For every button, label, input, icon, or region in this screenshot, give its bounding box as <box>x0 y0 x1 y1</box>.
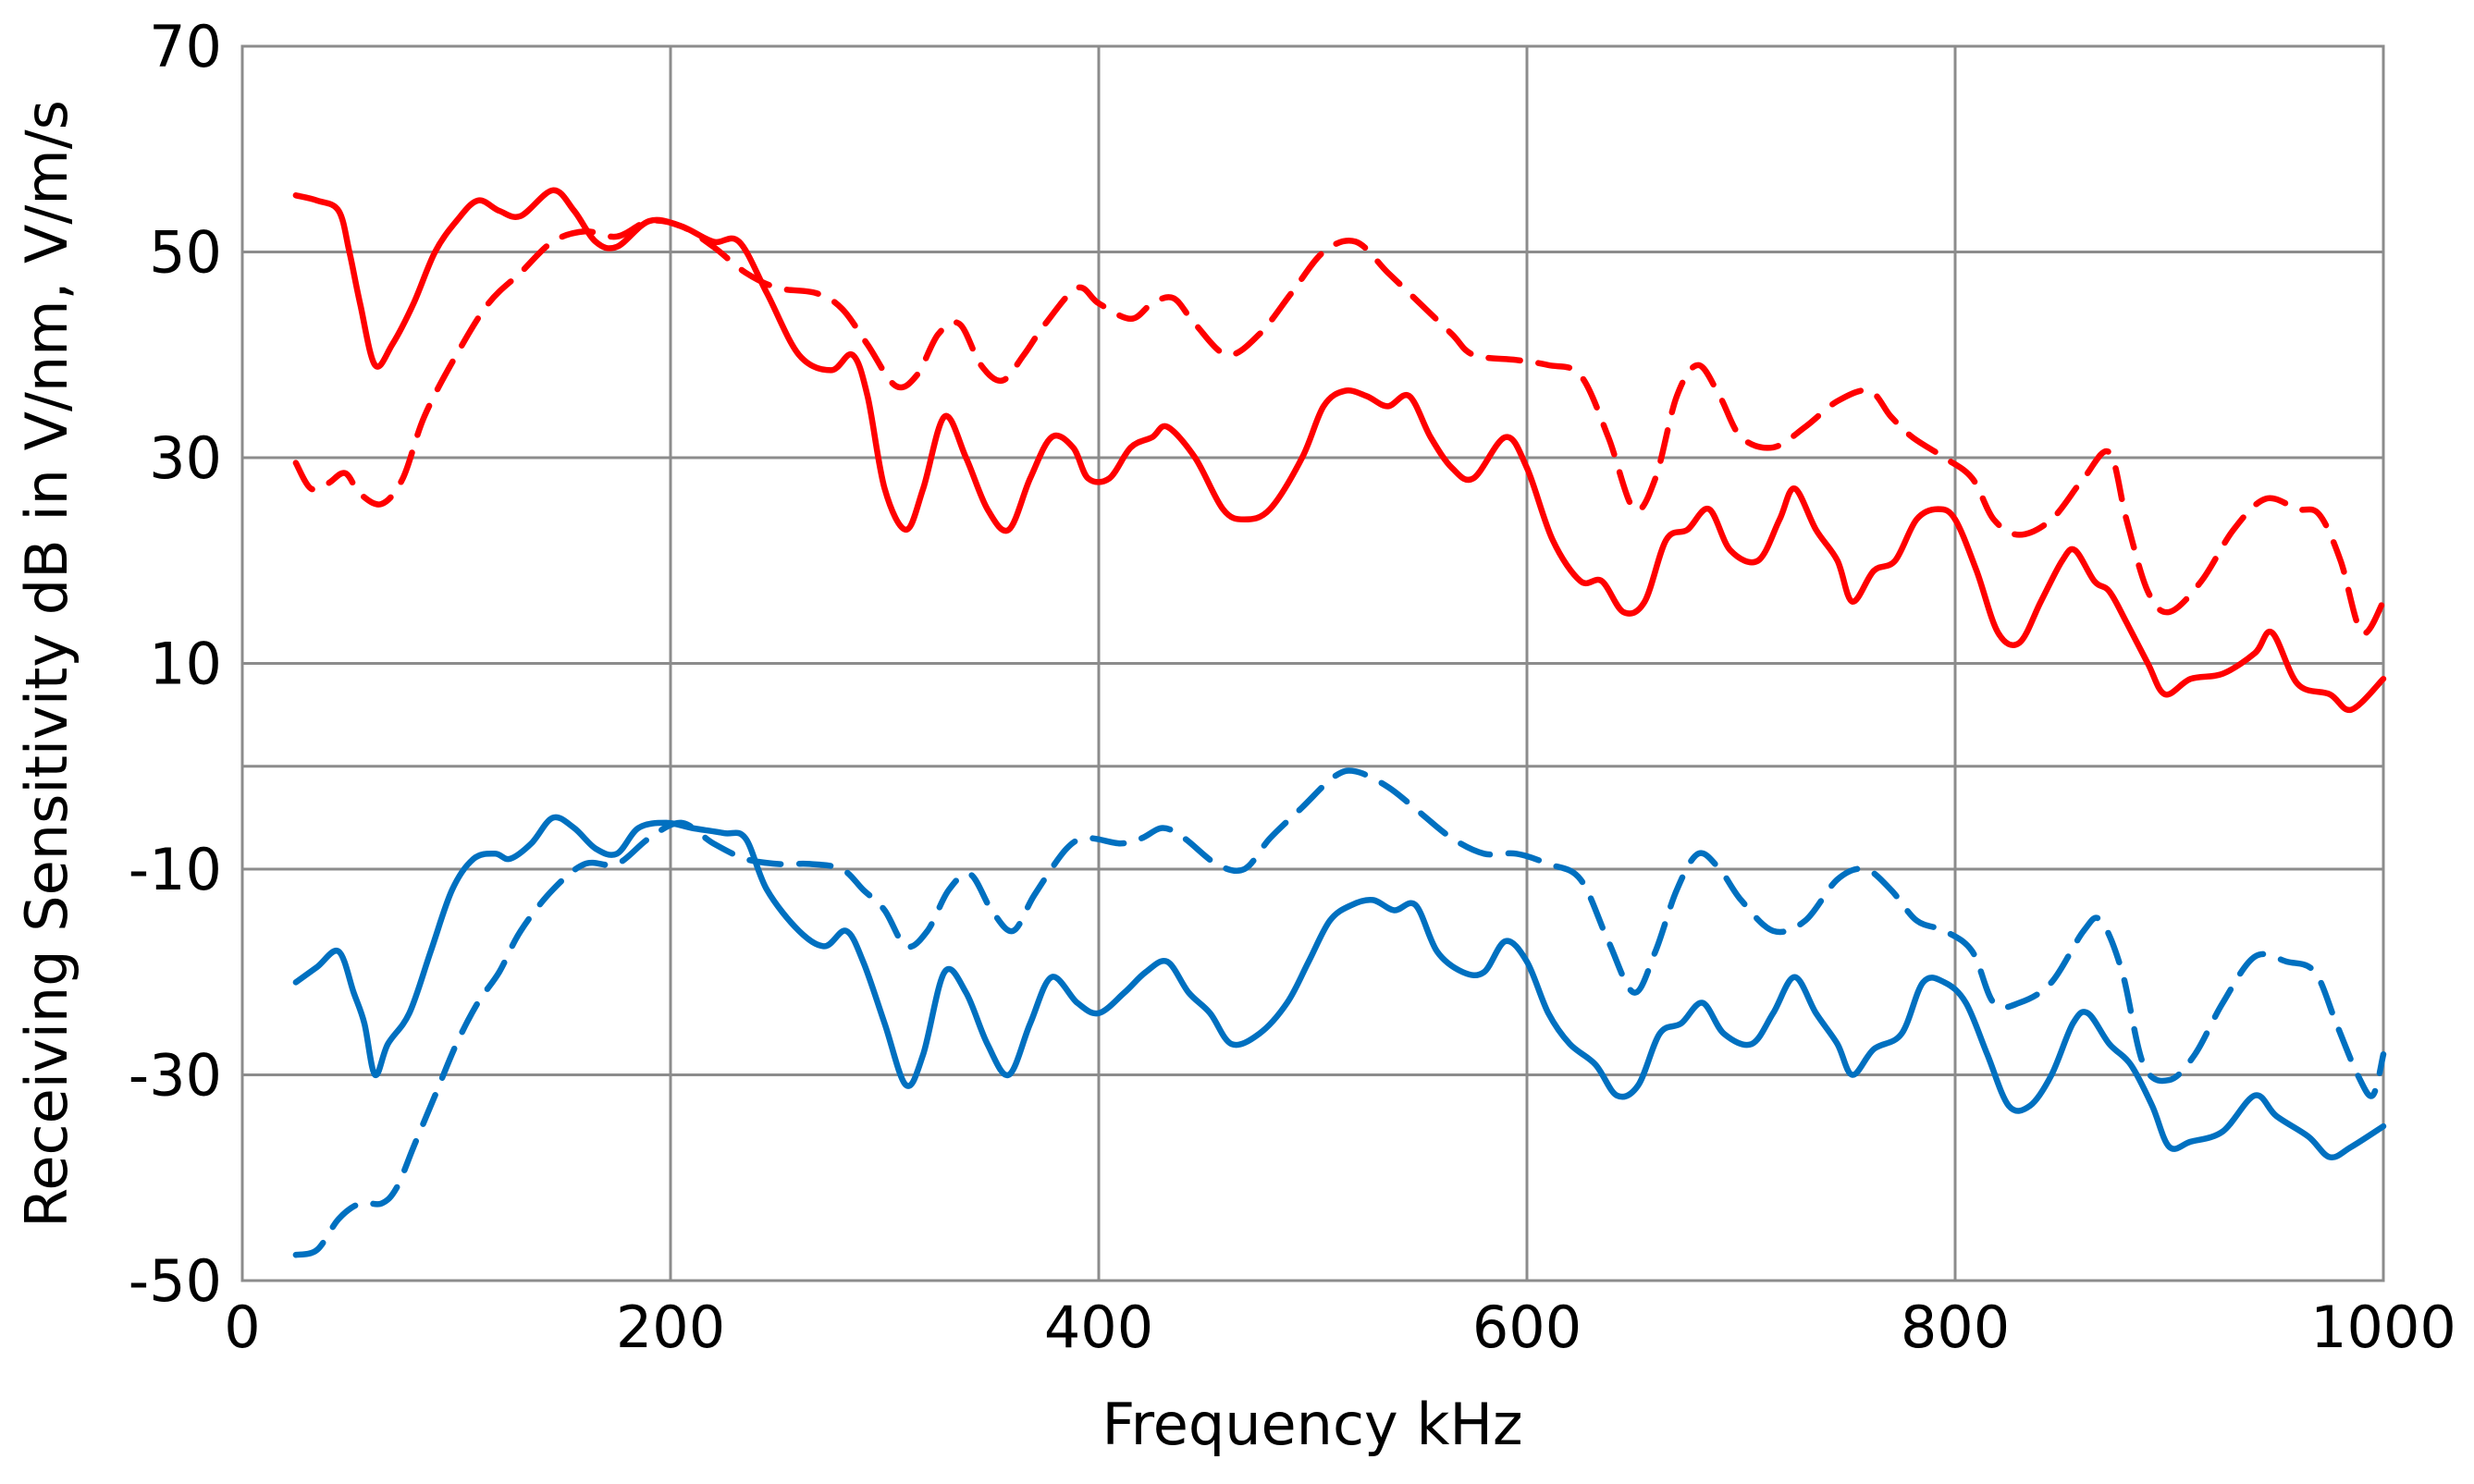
series-line-4 <box>292 767 2387 1258</box>
series-group <box>292 187 2387 1258</box>
y-tick-label: 30 <box>149 424 222 492</box>
x-tick-labels: 0 200 400 600 800 1000 <box>224 1294 2456 1361</box>
plot-area <box>240 44 2385 1282</box>
gridlines <box>240 44 2385 1282</box>
x-tick-label: 0 <box>224 1294 260 1361</box>
x-tick-label: 400 <box>1044 1294 1153 1361</box>
series-line-3 <box>292 814 2387 1161</box>
y-tick-label: 70 <box>149 13 222 80</box>
y-tick-label: -50 <box>129 1247 222 1315</box>
y-tick-label: 10 <box>149 631 222 698</box>
x-tick-label: 200 <box>616 1294 725 1361</box>
y-tick-label: -10 <box>129 836 222 903</box>
x-tick-label: 800 <box>1901 1294 2010 1361</box>
x-axis-title: Frequency kHz <box>1102 1391 1522 1458</box>
y-axis-title: Receiving Sensitivity dB in V/nm, V/m/s <box>13 100 80 1228</box>
y-tick-labels: -50 -30 -10 10 30 50 70 <box>129 13 222 1315</box>
y-tick-label: -30 <box>129 1042 222 1110</box>
series-line-1 <box>292 187 2387 714</box>
series-line-2 <box>292 217 2387 637</box>
x-tick-label: 600 <box>1472 1294 1582 1361</box>
x-tick-label: 1000 <box>2310 1294 2456 1361</box>
y-tick-label: 50 <box>149 219 222 287</box>
